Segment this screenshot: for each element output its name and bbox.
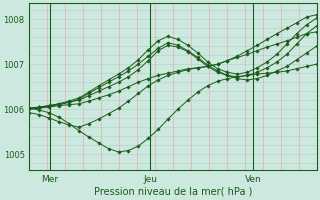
X-axis label: Pression niveau de la mer( hPa ): Pression niveau de la mer( hPa ) [94, 187, 252, 197]
